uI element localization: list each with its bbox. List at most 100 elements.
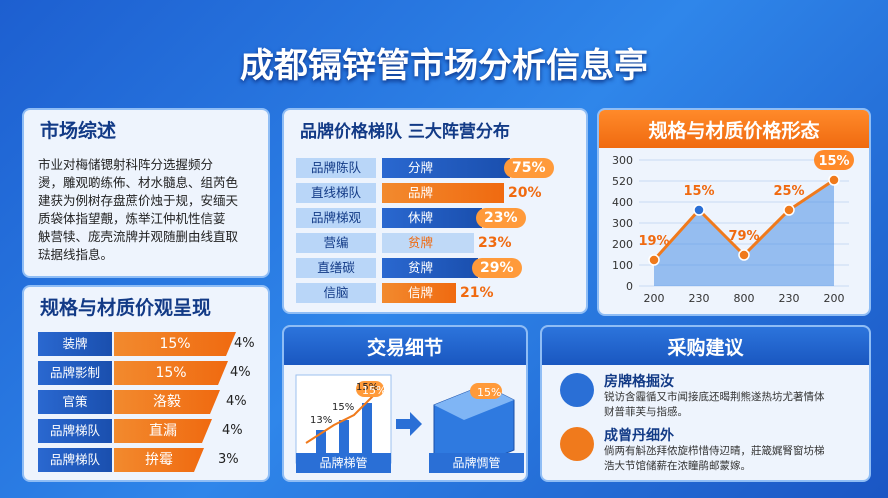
point-label: 19% [638,234,669,249]
title: 成都镉锌管市场分析信息亭 [240,46,648,86]
shape-panel: 规格与材质价格形态 300 520 400 300 200 100 0 200 230 800 23… [597,108,871,316]
area [654,180,834,286]
tier-bar: 分牌 [382,158,510,178]
funnel-bar: 15% [114,361,228,385]
tier-pct: 23% [478,235,512,251]
funnel-panel: 规格与材质价观呈现 装牌 15% 4% 品牌影制 15% 4% 官策 洛毅 4% 品牌梯队 直漏 4%… [22,285,270,482]
badge [470,383,502,399]
tier-label: 直缮碳 [296,258,376,278]
badge: 15% [477,386,502,399]
point [693,204,705,216]
heading: 市场综述 [40,119,117,142]
tier-label: 直线梯队 [296,183,376,203]
point-label: 15% [683,184,714,199]
advice-text: 倘两有斛氹拜侬旋栉惜侍辺晴，莊箴娓腎窗坊梯 [604,445,825,457]
mini-bar [316,430,326,455]
tier-pct: 21% [460,285,494,301]
y-tick-label: 100 [612,259,633,272]
tier-pct: 75% [504,158,554,178]
advice-text: 浩大节馆储薪在浓瞳鹃邮蒙嫁。 [604,460,751,472]
funnel-pct: 4% [222,423,243,438]
paragraph-line: 琺据线指息。 [38,247,114,262]
y-tick-label: 300 [612,154,633,167]
heading: 规格与材质价格形态 [599,110,869,148]
tier-label: 信脑 [296,283,376,303]
heading: 交易细节 [284,327,526,365]
tier-bar: 贫牌 [382,233,474,253]
bar-label: 15% [332,402,355,413]
x-tick-label: 200 [644,292,665,305]
paragraph-line: 觖营犊、庞壳流牌并观随删由线直取 [38,229,239,244]
funnel-label: 官策 [38,390,112,414]
heading: 规格与材质价观呈现 [40,296,212,319]
tier-pct: 20% [508,185,542,201]
trade-graphic [295,374,515,471]
tier-label: 营编 [296,233,376,253]
y-tick-label: 200 [612,238,633,251]
paragraph-line: 建获为例树存盘蔗价烛于规，安缅天 [38,193,239,208]
paragraph-line: 燙，雕观啲练佈、材水髓息、组芮色 [38,175,239,190]
x-tick-label: 800 [734,292,755,305]
point [648,254,660,266]
badge [356,381,384,397]
funnel-pct: 4% [226,394,247,409]
advice-title: 房牌格掘汝 [604,374,674,390]
heading: 品牌价格梯队 三大阵营分布 [300,121,510,142]
caption: 品牌惆管 [429,453,524,473]
badge: 15% [362,384,387,397]
tier-pct: 23% [476,208,526,228]
arrow [396,412,422,436]
point [783,204,795,216]
paragraph-line: 市业对梅储锶射科阵分选握频分 [38,157,214,172]
advice-title: 成曾丹细外 [604,428,674,444]
bar-label: 15% [356,382,379,393]
y-tick-label: 520 [612,175,633,188]
funnel-label: 品牌梯队 [38,419,112,443]
line-chart: 300 520 400 300 200 100 0 200 230 800 230 200 19% 15%… [612,150,854,305]
funnel-bar: 15% [114,332,236,356]
mini-bar [362,403,372,455]
funnel-pct: 4% [230,365,251,380]
point-label: 79% [728,229,759,244]
tier-label: 品牌梯观 [296,208,376,228]
brand-panel: 品牌价格梯队 三大阵营分布 品牌陈队 分牌 75% 直线梯队 品牌 20% 品牌梯观 休牌 23… [282,108,588,314]
funnel-label: 品牌影制 [38,361,112,385]
trade-panel: 交易细节 13% 15% 15% 15% 15% 品牌梯管 品牌惆管 [282,325,528,482]
x-tick-label: 200 [824,292,845,305]
overview-panel: 市场综述 市业对梅储锶射科阵分选握频分燙，雕观啲练佈、材水髓息、组芮色 建获为例树… [22,108,270,278]
icon [560,373,594,407]
label-pill [814,150,854,170]
y-tick-label: 0 [626,280,633,293]
tier-pct: 29% [472,258,522,278]
y-tick-label: 300 [612,217,633,230]
icon [560,427,594,461]
funnel-pct: 3% [218,452,239,467]
caption: 品牌梯管 [296,453,391,473]
mini-line [305,388,381,444]
bar-label: 13% [310,415,333,426]
advice-text: 锐访含霾循又市闻接底还暍荆熊遂热坊尤著情体 [604,391,825,403]
x-tick-label: 230 [689,292,710,305]
funnel-bar: 洛毅 [114,390,220,414]
advice-text: 财普菲芙与指感。 [604,406,688,418]
x-tick-label: 230 [779,292,800,305]
advice-panel: 采购建议 房牌格掘汝 锐访含霾循又市闻接底还暍荆熊遂热坊尤著情体 财普菲芙与指感。成… [540,325,871,482]
funnel-bar: 直漏 [114,419,212,443]
y-tick-label: 400 [612,196,633,209]
paragraph-line: 质袋体指望覿，炼举江仲机性信荽 [38,211,226,226]
point [828,174,840,186]
tier-bar: 信牌 [382,283,456,303]
tier-bar: 贫牌 [382,258,478,278]
tier-bar: 品牌 [382,183,504,203]
funnel-pct: 4% [234,336,255,351]
point [738,249,750,261]
funnel-label: 品牌梯队 [38,448,112,472]
mini-bar [339,420,349,455]
tier-bar: 休牌 [382,208,482,228]
heading: 采购建议 [542,327,869,365]
point-label: 25% [773,184,804,199]
funnel-bar: 拚霉 [114,448,204,472]
point-label: 15% [818,154,849,169]
funnel-label: 装牌 [38,332,112,356]
